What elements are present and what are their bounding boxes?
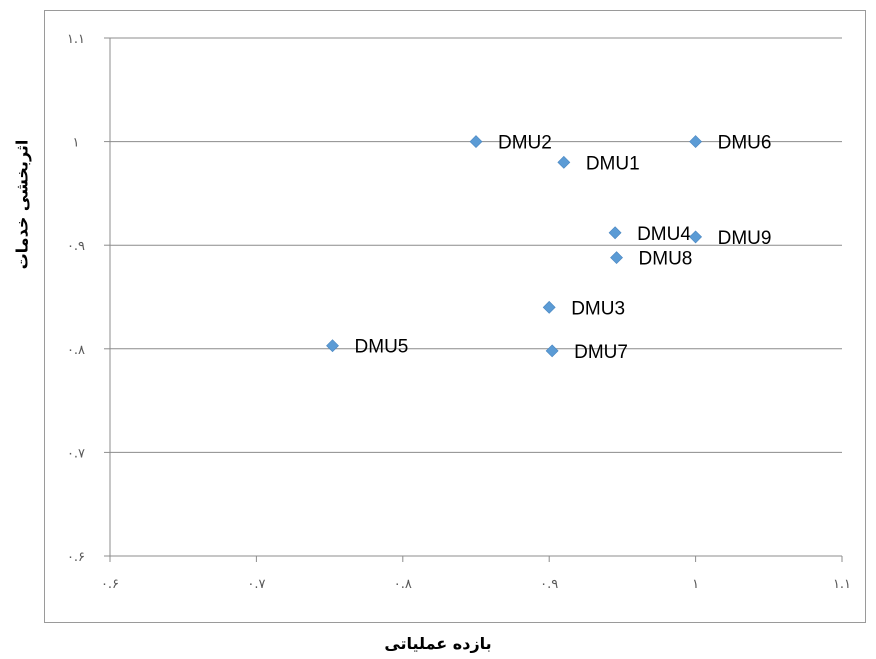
chart-frame (44, 10, 866, 623)
data-point-dmu6 (689, 135, 703, 149)
y-tick-label: ۰.۸ (67, 343, 85, 358)
data-point-dmu8 (610, 251, 623, 265)
data-point-dmu2 (469, 135, 483, 149)
y-axis-title: اثربخشی خدمات (12, 139, 32, 270)
x-tick-label: ۰.۹ (540, 577, 558, 592)
x-tick-label: ۰.۶ (101, 577, 119, 592)
point-label-dmu8: DMU8 (639, 249, 693, 270)
point-label-dmu1: DMU1 (586, 153, 640, 174)
point-label-dmu7: DMU7 (574, 342, 628, 363)
x-tick-label: ۰.۸ (394, 577, 412, 592)
axes (104, 37, 843, 562)
x-tick-label: ۱ (692, 577, 699, 592)
point-label-dmu2: DMU2 (498, 133, 552, 154)
y-tick-label: ۱.۱ (67, 32, 85, 47)
data-point-dmu5 (326, 339, 339, 353)
data-point-dmu9 (689, 230, 703, 244)
data-point-dmu4 (608, 226, 622, 240)
y-tick-label: ۰.۷ (67, 446, 85, 461)
data-point-dmu1 (557, 155, 571, 169)
x-tick-label: ۰.۷ (247, 577, 265, 592)
y-tick-label: ۰.۶ (67, 550, 85, 565)
x-axis-title: بازده عملیاتی (384, 634, 492, 653)
point-label-dmu4: DMU4 (637, 224, 691, 245)
point-label-dmu5: DMU5 (355, 337, 409, 358)
data-points: DMU1 DMU2 DMU3 DMU4 DMU5 DMU6 DMU7 DMU8 DMU9 (326, 133, 772, 363)
point-label-dmu3: DMU3 (571, 298, 625, 319)
tick-labels: ۰.۶ ۰.۷ ۰.۸ ۰.۹ ۱ ۱.۱ ۰.۶ ۰.۷ ۰.۸ ۰.۹ ۱ ۱.۱ (67, 32, 851, 592)
y-tick-label: ۱ (73, 136, 80, 151)
point-label-dmu9: DMU9 (718, 228, 772, 249)
x-tick-label: ۱.۱ (833, 577, 851, 592)
gridlines (110, 37, 842, 453)
data-point-dmu3 (542, 300, 556, 314)
data-point-dmu7 (545, 344, 559, 358)
y-tick-label: ۰.۹ (67, 239, 85, 254)
point-label-dmu6: DMU6 (718, 133, 772, 154)
